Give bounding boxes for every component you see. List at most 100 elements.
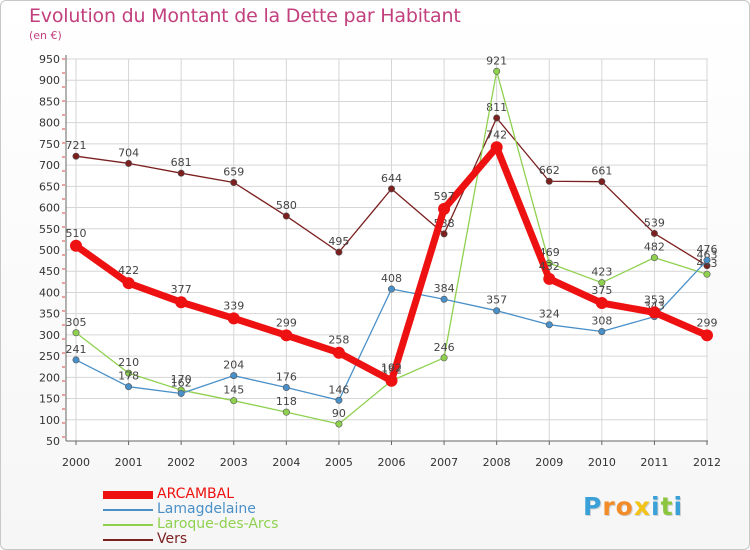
- logo-letter: r: [602, 492, 616, 521]
- data-point-arcambal: [490, 141, 503, 154]
- data-label-lamagdelaine: 241: [66, 343, 87, 356]
- chart-title: Evolution du Montant de la Dette par Hab…: [29, 5, 461, 27]
- data-point-laroque-des-arcs: [703, 270, 711, 278]
- legend-label: Laroque-des-Arcs: [157, 516, 279, 532]
- logo-letter: P: [583, 492, 603, 521]
- data-point-arcambal: [227, 312, 240, 325]
- data-label-laroque-des-arcs: 170: [171, 373, 192, 386]
- data-point-laroque-des-arcs: [335, 420, 343, 428]
- legend-label: Lamagdelaine: [157, 501, 256, 517]
- data-point-lamagdelaine: [177, 389, 185, 397]
- data-point-lamagdelaine: [335, 396, 343, 404]
- data-label-laroque-des-arcs: 118: [276, 395, 297, 408]
- data-point-lamagdelaine: [703, 256, 711, 264]
- y-tick-label: 700: [39, 159, 60, 172]
- data-label-vers: 661: [591, 165, 612, 178]
- data-point-laroque-des-arcs: [282, 408, 290, 416]
- data-point-arcambal: [648, 306, 661, 319]
- y-tick-label: 50: [46, 435, 60, 448]
- data-point-arcambal: [70, 239, 82, 252]
- data-label-lamagdelaine: 308: [591, 314, 612, 327]
- data-point-vers: [72, 152, 80, 160]
- legend-item-arcambal: ARCAMBAL: [103, 487, 278, 502]
- data-label-laroque-des-arcs: 90: [332, 407, 346, 420]
- x-tick-label: 2005: [325, 456, 353, 469]
- data-label-vers: 811: [486, 101, 507, 114]
- data-point-laroque-des-arcs: [230, 397, 238, 405]
- data-label-arcambal: 258: [328, 334, 349, 347]
- data-label-laroque-des-arcs: 246: [434, 341, 455, 354]
- y-tick-label: 450: [39, 265, 60, 278]
- data-label-arcambal: 299: [697, 316, 718, 329]
- data-label-vers: 721: [66, 139, 87, 152]
- data-label-lamagdelaine: 408: [381, 272, 402, 285]
- data-point-arcambal: [175, 296, 188, 309]
- data-point-vers: [545, 177, 553, 185]
- logo-letter: x: [633, 492, 651, 521]
- y-tick-label: 600: [39, 202, 60, 215]
- data-point-lamagdelaine: [440, 295, 448, 303]
- data-label-laroque-des-arcs: 443: [697, 257, 718, 270]
- data-label-arcambal: 339: [223, 299, 244, 312]
- y-tick-label: 200: [39, 371, 60, 384]
- data-label-vers: 539: [644, 216, 665, 229]
- data-point-vers: [335, 248, 343, 256]
- data-point-arcambal: [122, 277, 135, 290]
- data-label-laroque-des-arcs: 210: [118, 356, 139, 369]
- x-tick-label: 2001: [115, 456, 143, 469]
- data-label-arcambal: 510: [66, 227, 87, 240]
- proxiti-logo: Proxiti: [583, 492, 683, 521]
- data-label-vers: 644: [381, 172, 402, 185]
- data-label-laroque-des-arcs: 423: [591, 266, 612, 279]
- y-tick-label: 500: [39, 244, 60, 257]
- data-label-lamagdelaine: 146: [328, 383, 349, 396]
- x-tick-label: 2007: [430, 456, 458, 469]
- data-point-arcambal: [332, 346, 345, 359]
- logo-letter: i: [673, 492, 684, 521]
- y-tick-label: 250: [39, 350, 60, 363]
- x-tick-label: 2009: [535, 456, 563, 469]
- data-label-vers: 659: [223, 166, 244, 179]
- y-tick-label: 900: [39, 74, 60, 87]
- data-point-arcambal: [385, 374, 398, 387]
- data-point-laroque-des-arcs: [598, 279, 606, 287]
- legend-item-vers: Vers: [103, 532, 278, 547]
- data-label-vers: 681: [171, 156, 192, 169]
- data-point-lamagdelaine: [282, 384, 290, 392]
- data-point-lamagdelaine: [125, 383, 133, 391]
- data-label-lamagdelaine: 178: [118, 370, 139, 383]
- data-label-arcambal: 375: [591, 284, 612, 297]
- y-tick-label: 100: [39, 414, 60, 427]
- data-point-arcambal: [438, 202, 451, 215]
- data-label-arcambal: 299: [276, 316, 297, 329]
- data-point-arcambal: [701, 329, 713, 342]
- data-point-lamagdelaine: [72, 356, 80, 364]
- data-point-vers: [282, 212, 290, 220]
- data-label-arcambal: 432: [539, 260, 560, 273]
- legend-label: Vers: [157, 531, 188, 547]
- legend: ARCAMBAL Lamagdelaine Laroque-des-Arcs Vers: [103, 487, 278, 547]
- data-label-lamagdelaine: 204: [223, 359, 244, 372]
- x-tick-label: 2010: [588, 456, 616, 469]
- data-point-vers: [598, 178, 606, 186]
- data-label-lamagdelaine: 176: [276, 371, 297, 384]
- x-tick-label: 2004: [272, 456, 300, 469]
- data-point-laroque-des-arcs: [125, 369, 133, 377]
- data-label-arcambal: 377: [171, 283, 192, 296]
- y-tick-label: 850: [39, 95, 60, 108]
- data-label-arcambal: 192: [381, 362, 402, 375]
- y-tick-label: 800: [39, 117, 60, 130]
- x-tick-label: 2003: [220, 456, 248, 469]
- chart-unit: (en €): [29, 29, 62, 42]
- data-point-laroque-des-arcs: [493, 67, 501, 75]
- data-point-laroque-des-arcs: [72, 329, 80, 337]
- data-label-vers: 463: [697, 249, 718, 262]
- data-label-vers: 704: [118, 146, 139, 159]
- y-tick-label: 550: [39, 223, 60, 236]
- y-tick-label: 650: [39, 180, 60, 193]
- legend-swatch: [103, 508, 153, 511]
- x-tick-label: 2011: [640, 456, 668, 469]
- data-point-vers: [493, 114, 501, 122]
